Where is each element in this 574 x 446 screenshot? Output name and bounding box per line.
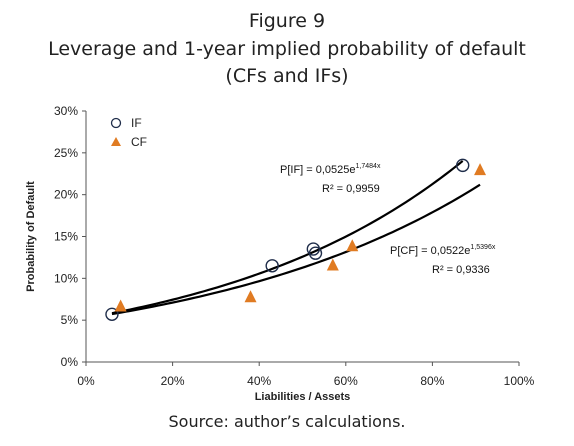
y-tick-label: 20% <box>54 188 78 202</box>
data-point-cf <box>244 290 257 303</box>
r-squared-cf: R² = 0,9336 <box>432 264 490 276</box>
r-squared-if: R² = 0,9959 <box>322 183 380 195</box>
legend-marker-if <box>110 117 122 129</box>
data-point-cf <box>326 258 339 271</box>
x-tick-label: 80% <box>420 374 444 388</box>
x-tick-label: 40% <box>247 374 271 388</box>
data-point-if <box>308 246 323 260</box>
data-point-cf <box>474 163 487 176</box>
data-point-cf <box>114 299 127 312</box>
x-tick-label: 100% <box>504 374 535 388</box>
trendline-cf <box>111 183 481 316</box>
source-note: Source: author’s calculations. <box>168 412 406 431</box>
data-point-cf <box>346 239 359 252</box>
chart-title-line2: (CFs and IFs) <box>225 65 349 87</box>
y-tick-label: 10% <box>54 271 78 285</box>
equation-cf: P[CF] = 0,0522e1,5396x <box>390 244 496 257</box>
figure-label: Figure 9 <box>248 10 326 32</box>
x-tick-label: 20% <box>161 374 185 388</box>
legend-label-if: IF <box>131 116 142 130</box>
y-axis-label: Probability of Default <box>25 181 37 292</box>
y-tick-label: 0% <box>61 355 79 369</box>
y-tick-label: 15% <box>54 230 78 244</box>
trendline-if <box>111 160 464 315</box>
legend-marker-cf <box>111 137 121 146</box>
equation-if: P[IF] = 0,0525e1,7484x <box>280 163 381 176</box>
x-tick-label: 0% <box>77 374 95 388</box>
y-tick-label: 25% <box>54 146 78 160</box>
legend-label-cf: CF <box>131 135 147 149</box>
data-point-if <box>456 158 470 173</box>
x-axis-label: Liabilities / Assets <box>255 391 351 403</box>
data-point-if <box>105 307 119 322</box>
data-point-if <box>265 259 279 273</box>
y-tick-label: 5% <box>61 313 79 327</box>
chart-title-line1: Leverage and 1-year implied probability … <box>48 38 526 60</box>
y-tick-label: 30% <box>54 104 78 118</box>
x-tick-label: 60% <box>334 374 358 388</box>
